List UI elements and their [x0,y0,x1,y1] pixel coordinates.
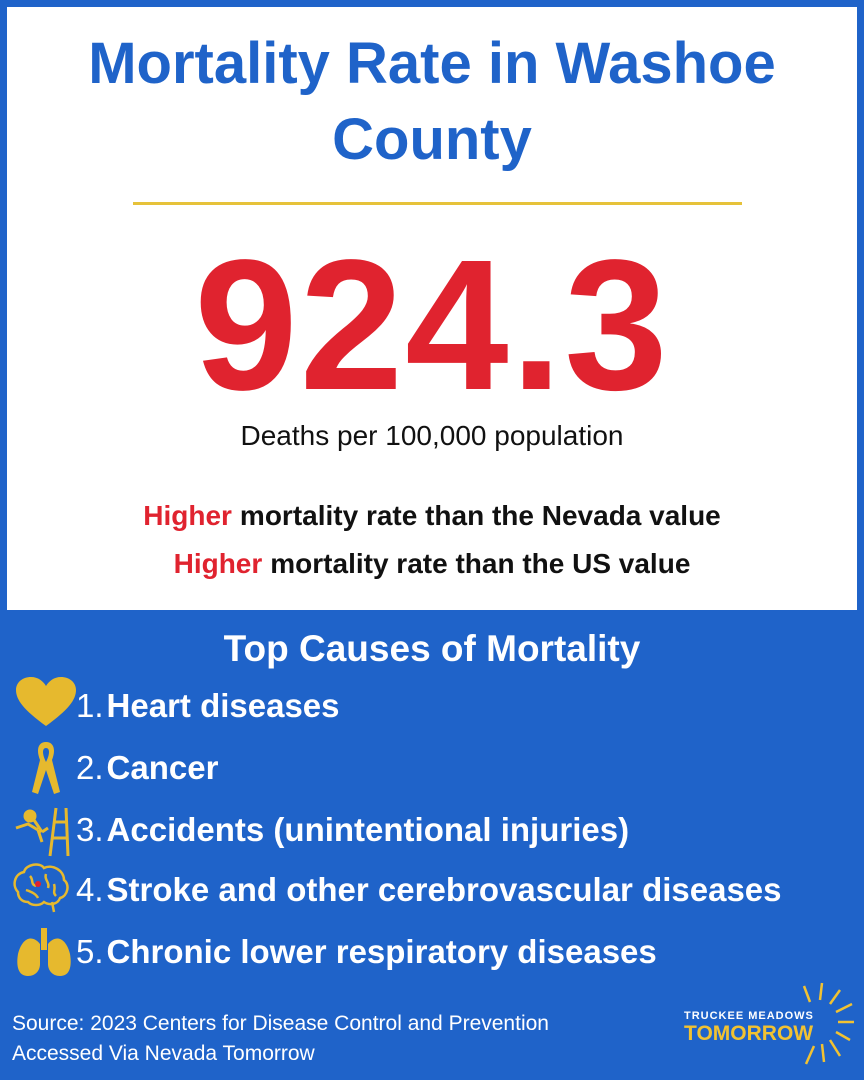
cause: 4.Stroke and other cerebrovascular disea… [76,870,782,910]
cause: 5.Chronic lower respiratory diseases [76,932,657,972]
comparison-text: mortality rate than the US value [270,548,691,579]
title: Mortality Rate in Washoe County [88,31,776,172]
accident-icon [15,807,70,857]
cause-label: Stroke and other cerebrovascular disease… [106,871,782,908]
comparison-text: mortality rate than the Nevada value [239,500,721,531]
comparison: Higher mortality rate than the Nevada val… [0,500,864,532]
sun-rays [802,982,854,1065]
brain-icon [13,863,69,913]
causes-title: Top Causes of Mortality [223,628,641,669]
cause-number: 4. [76,871,104,908]
logo-top: TRUCKEE MEADOWS [684,1010,814,1022]
source-text: Source: 2023 Centers for Disease Control… [12,1012,549,1035]
stat-unit: Deaths per 100,000 population [240,420,624,451]
cause: 3.Accidents (unintentional injuries) [76,810,629,850]
cause: 2.Cancer [76,748,218,788]
heart-icon [16,677,76,726]
logo-bottom: TOMORROW [684,1022,814,1045]
cause: 1.Heart diseases [76,686,340,726]
cause-label: Chronic lower respiratory diseases [106,933,657,970]
cause-number: 1. [76,687,104,724]
stat-value: 924.3 [194,222,670,429]
cause-label: Accidents (unintentional injuries) [106,811,630,848]
cause-number: 3. [76,811,104,848]
lungs-icon [17,928,71,976]
ribbon-icon [32,742,60,794]
divider [133,202,742,205]
emphasis: Higher [143,500,232,531]
cause-number: 2. [76,749,104,786]
emphasis: Higher [173,548,263,579]
comparison: Higher mortality rate than the US value [0,548,864,580]
cause-label: Cancer [106,749,219,786]
source-text: Accessed Via Nevada Tomorrow [12,1042,315,1065]
cause-number: 5. [76,933,104,970]
cause-label: Heart diseases [106,687,340,724]
top-panel [7,7,857,610]
